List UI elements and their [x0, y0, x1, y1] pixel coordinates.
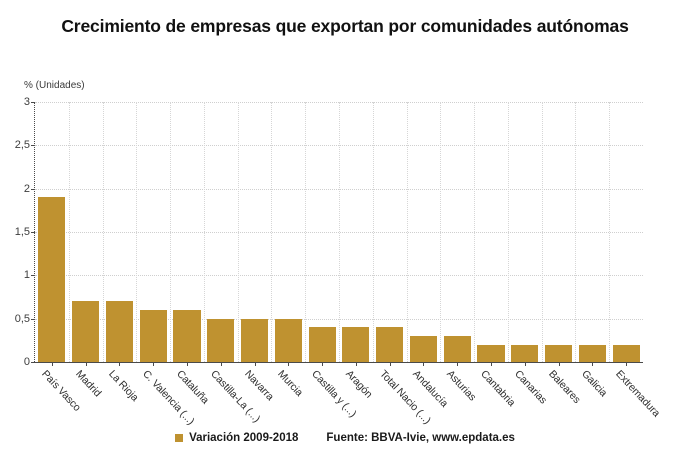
x-axis-tick-mark: [491, 362, 492, 366]
bar[interactable]: [409, 336, 437, 362]
bar[interactable]: [578, 344, 606, 362]
bar[interactable]: [241, 318, 269, 362]
x-axis-tick-mark: [119, 362, 121, 366]
source-note: Fuente: BBVA-Ivie, www.epdata.es: [326, 432, 515, 444]
bar[interactable]: [38, 197, 66, 362]
bar[interactable]: [443, 336, 471, 362]
x-axis-tick-label: Cantabria: [478, 368, 518, 409]
x-axis-tick-mark: [288, 362, 290, 366]
x-axis-tick-mark: [592, 362, 594, 366]
y-axis-tick-mark: [31, 232, 35, 233]
x-axis-tick-mark: [85, 362, 87, 366]
x-axis-tick-label: Aragón: [343, 368, 375, 401]
x-axis-tick-label: Baleares: [545, 368, 583, 406]
gridline-vertical: [507, 102, 509, 362]
gridline-vertical: [541, 102, 543, 362]
gridline-vertical: [68, 102, 70, 362]
bar[interactable]: [139, 310, 167, 362]
gridline-vertical: [102, 102, 104, 362]
gridline-vertical: [575, 102, 577, 362]
x-axis-line: [34, 362, 643, 363]
x-axis-tick-label: Madrid: [72, 368, 104, 400]
bar[interactable]: [207, 318, 235, 362]
y-axis-tick-mark: [31, 318, 35, 320]
x-axis-tick-label: Asturias: [444, 368, 479, 404]
bar[interactable]: [612, 344, 640, 362]
y-axis-tick-mark: [31, 362, 35, 363]
x-axis-tick-mark: [626, 362, 628, 366]
bar[interactable]: [376, 327, 404, 362]
bar[interactable]: [342, 327, 370, 362]
x-axis-tick-mark: [220, 362, 222, 366]
y-axis-tick-mark: [31, 145, 35, 147]
bar[interactable]: [477, 344, 505, 362]
x-axis-tick-mark: [51, 362, 53, 366]
y-axis-tick-label: 2,5: [14, 139, 30, 152]
x-axis-tick-mark: [389, 362, 391, 366]
bar[interactable]: [545, 344, 573, 362]
y-axis-tick-label: 0: [23, 356, 30, 368]
x-axis-tick-mark: [153, 362, 155, 366]
legend-entry[interactable]: Variación 2009-2018: [175, 432, 298, 444]
x-axis-tick-label: La Rioja: [106, 368, 142, 404]
gridline-vertical: [203, 102, 205, 362]
y-axis-tick-mark: [31, 275, 35, 277]
x-axis-tick-mark: [558, 362, 560, 366]
page-title: Crecimiento de empresas que exportan por…: [61, 16, 629, 36]
bar[interactable]: [105, 301, 133, 362]
y-axis-tick-label: 3: [23, 96, 30, 108]
y-axis-tick-label: 1: [23, 269, 30, 282]
gridline-vertical: [406, 102, 408, 362]
x-axis-tick-label: Murcia: [275, 368, 306, 399]
gridline-vertical: [136, 102, 138, 362]
plot-area: 0 0,5 1 1,5 2 2,5 3 País Vasco Madrid La Rioja C.…: [15, 96, 663, 427]
bar[interactable]: [72, 301, 100, 362]
y-axis-tick-mark: [31, 188, 35, 190]
gridline-vertical: [372, 102, 374, 362]
gridline-vertical: [305, 102, 307, 362]
x-axis-tick-mark: [254, 362, 256, 366]
gridline-vertical: [339, 102, 340, 362]
gridline-vertical: [440, 102, 442, 362]
x-axis-tick-mark: [322, 362, 324, 366]
x-axis-tick-mark: [457, 362, 459, 366]
legend-label: Variación 2009-2018: [189, 432, 299, 444]
y-axis-tick-label: 2: [23, 182, 30, 195]
y-axis-unit-caption: % (Unidades): [24, 80, 85, 91]
chart-footer: Variación 2009-2018 Fuente: BBVA-Ivie, w…: [0, 432, 690, 444]
y-axis-tick-mark: [31, 102, 35, 103]
x-axis-tick-label: Extremadura: [613, 368, 663, 420]
bar[interactable]: [274, 318, 302, 362]
x-axis-tick-label: Galicia: [579, 368, 610, 400]
x-axis-tick-mark: [524, 362, 526, 366]
gridline-vertical: [271, 102, 273, 362]
gridline-vertical: [170, 102, 172, 362]
x-axis-tick-label: Navarra: [241, 368, 276, 403]
gridline-vertical: [474, 102, 476, 362]
bar[interactable]: [308, 327, 336, 362]
chart-legend: Variación 2009-2018: [175, 432, 298, 444]
y-axis-tick-label: 1,5: [14, 226, 30, 238]
bar[interactable]: [173, 310, 201, 362]
x-axis-tick-mark: [423, 362, 425, 366]
y-axis-tick-label: 0,5: [14, 312, 30, 325]
gridline-vertical: [237, 102, 239, 362]
x-axis-tick-mark: [355, 362, 357, 366]
gridline-vertical: [609, 102, 611, 362]
legend-swatch-icon: [175, 434, 184, 442]
bar[interactable]: [511, 344, 539, 362]
x-axis-tick-mark: [187, 362, 188, 366]
